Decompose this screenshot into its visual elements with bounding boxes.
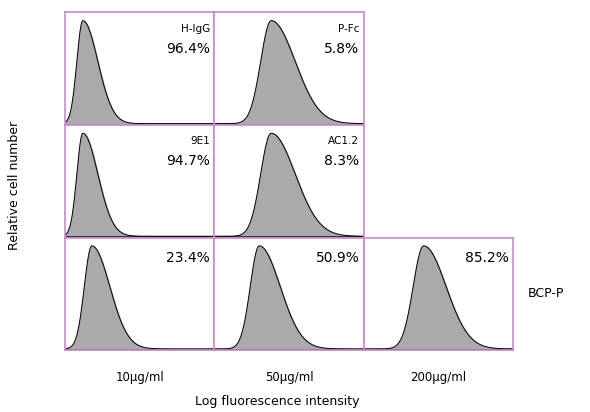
Text: 96.4%: 96.4%: [166, 42, 210, 56]
Text: 50μg/ml: 50μg/ml: [265, 371, 313, 384]
Text: Relative cell number: Relative cell number: [8, 121, 21, 250]
Text: 23.4%: 23.4%: [166, 251, 210, 265]
Text: 9E1: 9E1: [190, 136, 210, 146]
Text: Log fluorescence intensity: Log fluorescence intensity: [195, 395, 359, 408]
Text: H-IgG: H-IgG: [181, 23, 210, 34]
Text: 200μg/ml: 200μg/ml: [411, 371, 467, 384]
Text: BCP-P: BCP-P: [528, 288, 565, 300]
Text: 85.2%: 85.2%: [465, 251, 509, 265]
Text: 8.3%: 8.3%: [324, 154, 359, 168]
Text: 94.7%: 94.7%: [166, 154, 210, 168]
Text: 10μg/ml: 10μg/ml: [115, 371, 164, 384]
Text: 5.8%: 5.8%: [324, 42, 359, 56]
Text: P-Fc: P-Fc: [338, 23, 359, 34]
Text: AC1.2: AC1.2: [329, 136, 359, 146]
Text: 50.9%: 50.9%: [316, 251, 359, 265]
